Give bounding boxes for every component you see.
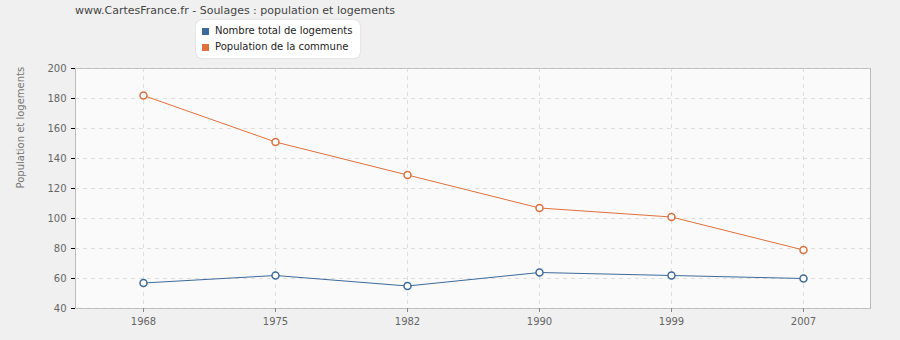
svg-text:40: 40	[54, 303, 67, 314]
svg-text:2007: 2007	[791, 316, 816, 327]
svg-text:160: 160	[47, 123, 66, 134]
html-text:Population de la commune: Population de la commune	[215, 41, 349, 52]
svg-text:180: 180	[47, 93, 66, 104]
svg-text:120: 120	[47, 183, 66, 194]
svg-text:200: 200	[47, 63, 66, 74]
svg-text:60: 60	[54, 273, 67, 284]
svg-text:1982: 1982	[395, 316, 420, 327]
html-text:Nombre total de logements: Nombre total de logements	[215, 25, 353, 36]
svg-text:1990: 1990	[527, 316, 552, 327]
svg-text:80: 80	[54, 243, 67, 254]
svg-text:Population et logements: Population et logements	[15, 67, 26, 189]
svg-text:1999: 1999	[659, 316, 684, 327]
svg-text:1968: 1968	[131, 316, 156, 327]
html-text:www.CartesFrance.fr - Soulages: www.CartesFrance.fr - Soulages : populat…	[75, 4, 395, 17]
svg-text:100: 100	[47, 213, 66, 224]
svg-text:140: 140	[47, 153, 66, 164]
svg-text:1975: 1975	[263, 316, 288, 327]
